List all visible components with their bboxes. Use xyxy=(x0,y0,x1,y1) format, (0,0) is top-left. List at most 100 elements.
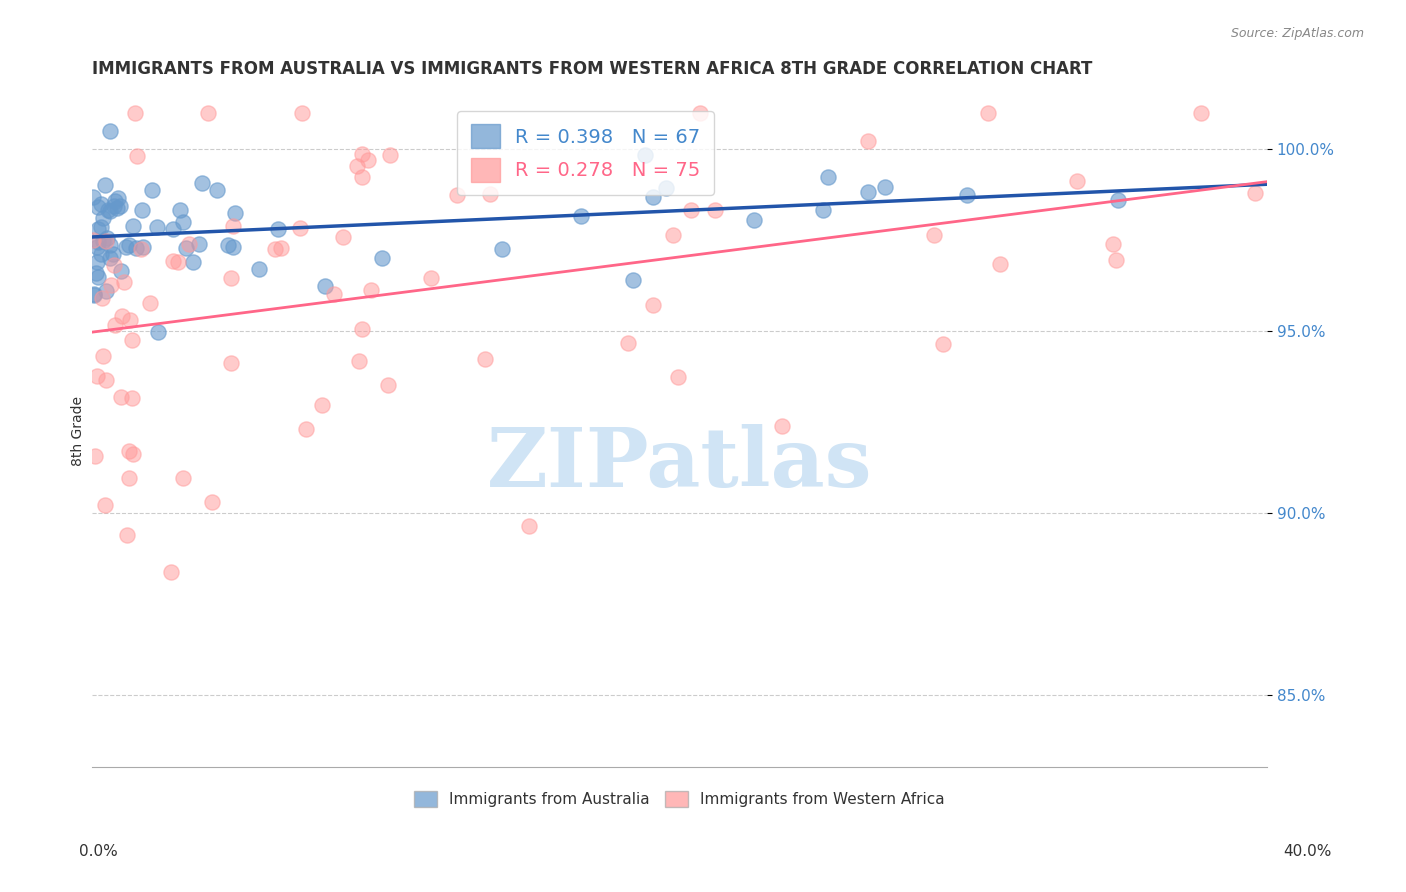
Point xyxy=(267,222,290,236)
Point xyxy=(352,170,374,185)
Point xyxy=(922,228,945,243)
Point xyxy=(291,105,314,120)
Point xyxy=(177,236,200,251)
Point xyxy=(332,230,354,244)
Point xyxy=(357,153,380,167)
Point xyxy=(350,322,373,336)
Text: Source: ZipAtlas.com: Source: ZipAtlas.com xyxy=(1230,27,1364,40)
Point xyxy=(98,252,121,266)
Point xyxy=(86,240,108,254)
Point xyxy=(378,148,401,162)
Point xyxy=(87,200,110,214)
Point xyxy=(121,447,143,461)
Point xyxy=(162,221,184,235)
Point xyxy=(770,419,793,434)
Point xyxy=(197,105,219,120)
Point xyxy=(742,212,765,227)
Point xyxy=(219,270,242,285)
Point xyxy=(110,390,132,404)
Point xyxy=(188,236,211,251)
Point xyxy=(634,147,657,161)
Point xyxy=(91,291,114,305)
Point xyxy=(360,283,382,297)
Point xyxy=(655,181,678,195)
Point xyxy=(1189,105,1212,120)
Point xyxy=(94,284,117,298)
Point xyxy=(86,270,108,285)
Point xyxy=(112,275,135,289)
Point xyxy=(115,528,138,542)
Point xyxy=(666,370,689,384)
Point xyxy=(217,237,239,252)
Y-axis label: 8th Grade: 8th Grade xyxy=(72,396,86,466)
Point xyxy=(474,352,496,367)
Point xyxy=(94,498,117,512)
Point xyxy=(377,378,399,392)
Point xyxy=(90,197,112,211)
Point xyxy=(858,185,880,199)
Point xyxy=(90,247,112,261)
Point xyxy=(139,296,162,310)
Point xyxy=(1244,186,1267,201)
Point xyxy=(96,231,118,245)
Point xyxy=(118,238,141,252)
Point xyxy=(181,255,204,269)
Point xyxy=(98,124,121,138)
Point xyxy=(491,242,513,256)
Point xyxy=(222,240,245,254)
Legend: Immigrants from Australia, Immigrants from Western Africa: Immigrants from Australia, Immigrants fr… xyxy=(408,785,950,814)
Point xyxy=(148,326,170,340)
Point xyxy=(172,215,194,229)
Point xyxy=(122,219,145,233)
Point xyxy=(679,203,702,218)
Point xyxy=(174,242,197,256)
Point xyxy=(349,354,371,368)
Point xyxy=(323,286,346,301)
Point xyxy=(91,235,114,249)
Point xyxy=(662,228,685,243)
Point xyxy=(105,201,128,215)
Point xyxy=(222,219,245,234)
Point xyxy=(125,242,148,256)
Text: ZIPatlas: ZIPatlas xyxy=(486,425,872,505)
Point xyxy=(224,206,246,220)
Point xyxy=(108,199,131,213)
Point xyxy=(96,234,118,248)
Point xyxy=(146,219,169,234)
Text: IMMIGRANTS FROM AUSTRALIA VS IMMIGRANTS FROM WESTERN AFRICA 8TH GRADE CORRELATIO: IMMIGRANTS FROM AUSTRALIA VS IMMIGRANTS … xyxy=(93,60,1092,78)
Point xyxy=(446,187,468,202)
Point xyxy=(856,134,879,148)
Point xyxy=(82,233,104,247)
Text: 40.0%: 40.0% xyxy=(1284,845,1331,859)
Point xyxy=(121,392,143,406)
Point xyxy=(100,278,122,293)
Point xyxy=(125,149,148,163)
Point xyxy=(111,309,134,323)
Point xyxy=(1107,194,1129,208)
Point xyxy=(641,190,664,204)
Point xyxy=(932,336,955,351)
Point xyxy=(86,369,108,384)
Point xyxy=(118,471,141,485)
Point xyxy=(350,147,373,161)
Point xyxy=(1101,236,1123,251)
Point xyxy=(141,183,163,197)
Point xyxy=(219,356,242,370)
Point xyxy=(988,257,1011,271)
Point xyxy=(83,450,105,464)
Point xyxy=(103,258,125,272)
Point xyxy=(91,349,114,363)
Point xyxy=(1066,174,1088,188)
Point xyxy=(118,444,141,458)
Point xyxy=(569,209,592,223)
Point xyxy=(703,202,725,217)
Point xyxy=(166,254,188,268)
Point xyxy=(811,203,834,218)
Point xyxy=(205,183,228,197)
Point xyxy=(86,235,108,250)
Point xyxy=(977,105,1000,120)
Point xyxy=(200,495,222,509)
Point xyxy=(114,240,136,254)
Point xyxy=(875,180,897,194)
Point xyxy=(689,105,711,120)
